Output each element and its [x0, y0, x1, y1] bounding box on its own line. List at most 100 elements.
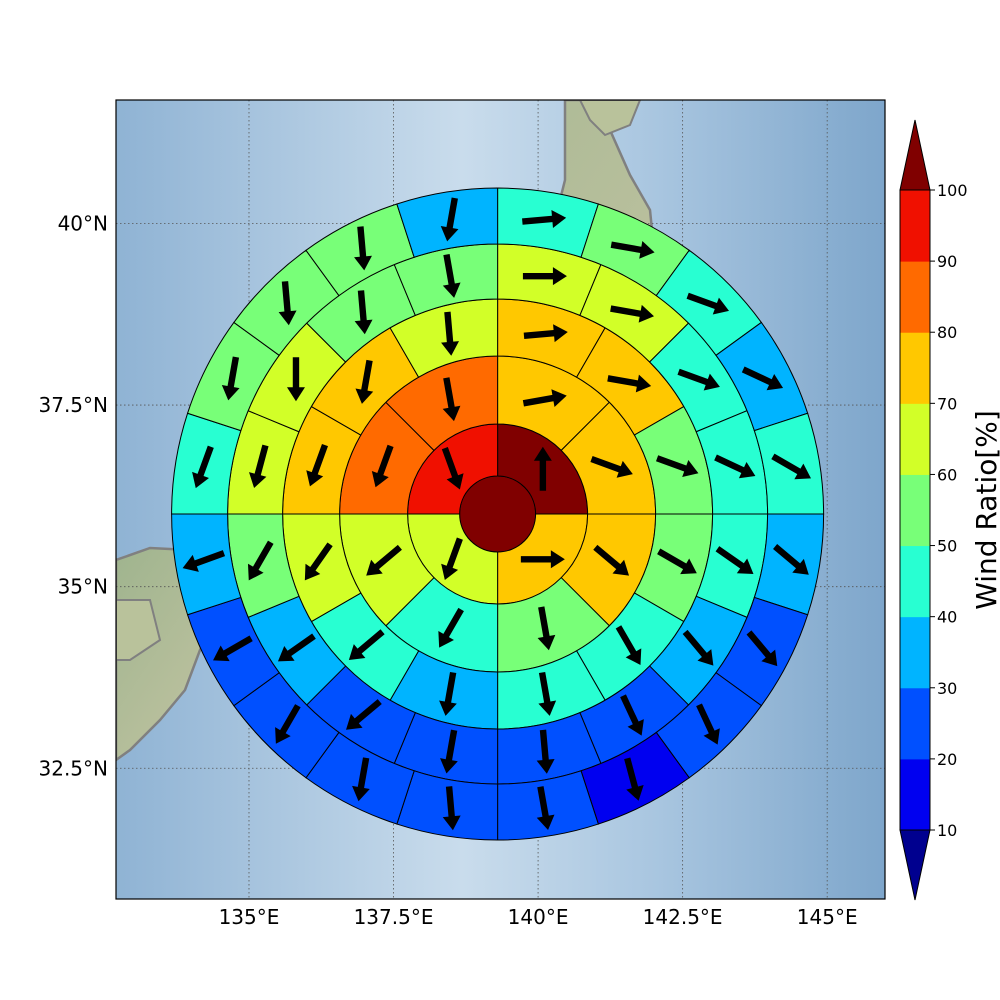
colorbar-tick-label: 30 — [937, 679, 957, 698]
wind-arrow — [536, 786, 555, 831]
wind-arrow — [655, 455, 699, 477]
wind-arrow — [442, 253, 461, 298]
colorbar-tick-label: 80 — [937, 323, 957, 342]
wind-arrow — [536, 729, 555, 774]
wind-arrow — [696, 703, 720, 745]
wind-arrow — [682, 629, 714, 666]
wind-arrow — [615, 625, 642, 665]
wind-arrow — [442, 377, 461, 422]
longitude-tick-labels: 135°E 137.5°E 140°E 142.5°E 145°E — [219, 905, 858, 929]
wind-arrow — [746, 630, 778, 667]
wind-arrow — [590, 456, 633, 478]
wind-arrow — [438, 607, 464, 648]
colorbar-segment — [900, 616, 930, 689]
wind-arrow — [366, 544, 402, 576]
wind-arrow — [221, 356, 240, 401]
wind-arrow — [657, 548, 697, 575]
wind-arrow — [441, 311, 460, 356]
colorbar-under-arrow — [899, 829, 931, 901]
wind-arrow — [442, 786, 461, 831]
lon-tick-label: 142.5°E — [643, 905, 723, 929]
wind-arrow — [533, 446, 552, 491]
lon-tick-label: 135°E — [219, 905, 280, 929]
map-frame — [115, 99, 886, 900]
wind-arrow — [677, 368, 720, 391]
colorbar-tick-label: 10 — [937, 821, 957, 840]
colorbar-over-arrow — [899, 119, 931, 191]
colorbar: 10 20 30 40 50 60 70 80 90 100 — [899, 119, 968, 901]
wind-arrow — [354, 226, 372, 271]
wind-arrow — [275, 704, 301, 744]
wind-arrow — [439, 671, 457, 716]
wind-arrow — [771, 453, 811, 480]
wind-arrow — [773, 544, 809, 575]
wind-arrow — [182, 550, 226, 572]
wind-arrow — [610, 241, 655, 259]
wind-arrow — [277, 633, 316, 662]
wind-arrow — [306, 443, 328, 487]
lat-tick-label: 32.5°N — [39, 756, 109, 780]
colorbar-segment — [900, 190, 930, 262]
wind-arrow — [440, 729, 458, 774]
colorbar-tick-label: 70 — [937, 394, 957, 413]
lat-tick-label: 37.5°N — [39, 393, 109, 417]
colorbar-tick-label: 50 — [937, 537, 957, 556]
colorbar-tick-label: 20 — [937, 750, 957, 769]
wind-arrow — [249, 444, 269, 488]
colorbar-segment — [900, 332, 930, 404]
lat-tick-label: 40°N — [58, 211, 108, 235]
wind-arrow — [247, 540, 274, 581]
wind-arrow — [354, 290, 373, 335]
wind-ratio-sectors — [171, 187, 825, 841]
colorbar-tick-label: 40 — [937, 608, 957, 627]
wind-arrow — [522, 210, 567, 228]
land-west-2 — [116, 599, 162, 661]
colorbar-segment — [900, 758, 930, 831]
wind-arrow — [441, 447, 464, 490]
colorbar-tick-label: 90 — [937, 252, 957, 271]
land-hokkaido — [578, 100, 642, 137]
latitude-tick-labels: 40°N 37.5°N 35°N 32.5°N — [39, 211, 109, 780]
wind-arrow — [371, 444, 394, 488]
colorbar-outline — [899, 189, 931, 831]
wind-arrow — [278, 281, 297, 326]
colorbar-segment — [900, 474, 930, 547]
wind-arrow — [355, 359, 374, 404]
wind-arrow — [610, 304, 655, 323]
wind-arrow — [522, 389, 567, 407]
wind-arrow — [593, 544, 630, 576]
colorbar-segment — [900, 403, 930, 475]
colorbar-label: Wind Ratio[%] — [970, 410, 1000, 610]
wind-arrow — [348, 629, 385, 661]
colorbar-tick-label: 60 — [937, 465, 957, 484]
wind-arrow — [715, 546, 754, 574]
wind-arrow — [352, 757, 370, 802]
wind-arrow — [741, 366, 784, 391]
wind-arrow — [304, 542, 333, 581]
wind-arrow — [213, 635, 253, 662]
lon-tick-label: 140°E — [508, 905, 569, 929]
wind-arrow — [441, 537, 463, 580]
wind-arrow — [538, 671, 557, 716]
wind-arrow — [686, 292, 730, 315]
lat-tick-label: 35°N — [58, 575, 108, 599]
lon-tick-label: 137.5°E — [354, 905, 434, 929]
colorbar-tick-label: 100 — [937, 181, 968, 200]
wind-arrow — [192, 445, 214, 489]
wind-arrow — [523, 324, 568, 343]
wind-direction-arrows — [182, 197, 811, 831]
colorbar-segment — [900, 261, 930, 333]
wind-arrow — [624, 757, 644, 801]
lon-tick-label: 145°E — [797, 905, 858, 929]
wind-arrow — [537, 606, 556, 651]
wind-arrow — [607, 374, 652, 393]
colorbar-segment — [900, 687, 930, 760]
wind-arrow — [286, 357, 305, 402]
wind-arrow — [522, 267, 567, 286]
wind-arrow — [620, 694, 644, 736]
wind-arrow — [346, 699, 382, 730]
wind-arrow — [714, 454, 756, 479]
colorbar-segment — [900, 545, 930, 618]
wind-arrow — [520, 550, 565, 569]
